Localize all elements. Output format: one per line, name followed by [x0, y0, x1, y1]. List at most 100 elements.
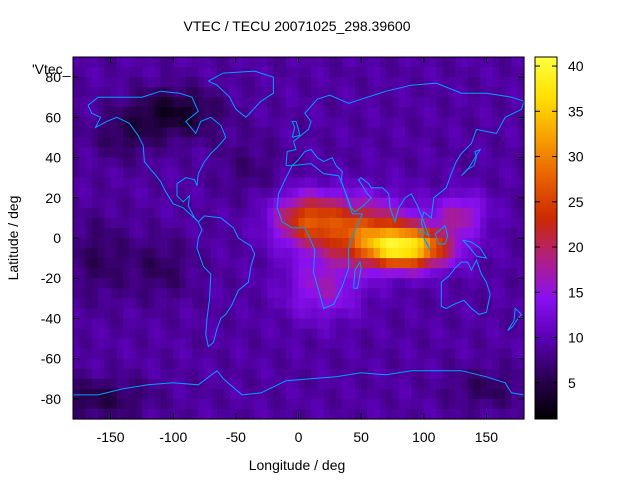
heat-cell	[304, 248, 312, 259]
heat-cell	[217, 187, 224, 199]
heat-cell	[98, 258, 105, 269]
heat-cell	[311, 278, 318, 289]
heat-cell	[304, 308, 312, 320]
heat-cell	[166, 398, 174, 410]
heat-cell	[461, 388, 469, 400]
heat-cell	[486, 217, 494, 229]
heat-cell	[110, 318, 118, 330]
heat-cell	[123, 197, 130, 209]
heat-cell	[304, 87, 312, 98]
heat-cell	[473, 167, 481, 179]
heat-cell	[204, 167, 212, 179]
heat-cell	[123, 187, 130, 199]
heat-cell	[373, 288, 381, 299]
heat-cell	[492, 238, 500, 249]
heat-cell	[217, 117, 224, 128]
heat-cell	[135, 328, 143, 340]
heat-cell	[129, 227, 137, 239]
heat-cell	[229, 408, 237, 420]
heat-cell	[373, 338, 381, 350]
heat-cell	[348, 238, 356, 249]
heat-cell	[192, 137, 199, 149]
heat-cell	[379, 318, 387, 330]
heat-cell	[336, 187, 343, 199]
heat-cell	[98, 368, 105, 380]
heat-cell	[354, 378, 362, 390]
heat-cell	[442, 217, 450, 229]
heat-cell	[123, 248, 130, 259]
heat-cell	[185, 288, 193, 299]
heat-cell	[85, 157, 93, 169]
heat-cell	[298, 398, 306, 410]
heat-cell	[392, 77, 400, 88]
heat-cell	[141, 288, 149, 299]
heat-cell	[91, 288, 99, 299]
heat-cell	[392, 308, 400, 320]
heat-cell	[461, 318, 469, 330]
heat-cell	[110, 137, 118, 149]
heat-cell	[467, 348, 475, 360]
heat-cell	[342, 217, 350, 229]
heat-cell	[135, 77, 143, 88]
heat-cell	[135, 368, 143, 380]
heat-cell	[329, 67, 337, 78]
heat-cell	[480, 328, 488, 340]
heat-cell	[154, 217, 162, 229]
heat-cell	[467, 67, 475, 78]
heat-cell	[423, 368, 431, 380]
heat-cell	[311, 328, 318, 340]
heat-cell	[467, 187, 475, 199]
heat-cell	[361, 97, 368, 108]
heat-cell	[348, 338, 356, 350]
heat-cell	[254, 388, 262, 400]
heat-cell	[166, 227, 174, 239]
heat-cell	[361, 408, 368, 420]
heat-cell	[517, 57, 525, 68]
heat-cell	[173, 157, 181, 169]
heat-cell	[229, 57, 237, 68]
heat-cell	[336, 258, 343, 269]
heat-cell	[198, 398, 206, 410]
heat-cell	[91, 348, 99, 360]
heat-cell	[511, 358, 519, 370]
heat-cell	[242, 127, 249, 139]
heat-cell	[229, 358, 237, 370]
heat-cell	[498, 308, 506, 320]
heat-cell	[304, 207, 312, 219]
heat-cell	[417, 288, 425, 299]
heat-cell	[304, 398, 312, 410]
heat-cell	[386, 248, 394, 259]
heat-cell	[417, 278, 425, 289]
heat-cell	[480, 338, 488, 350]
heat-cell	[298, 227, 306, 239]
heat-cell	[129, 278, 137, 289]
heat-cell	[505, 127, 513, 139]
heat-cell	[411, 137, 419, 149]
heat-cell	[386, 97, 394, 108]
heat-cell	[348, 167, 356, 179]
heat-cell	[448, 217, 456, 229]
heat-cell	[235, 207, 243, 219]
heat-cell	[323, 288, 331, 299]
heat-cell	[229, 97, 237, 108]
heat-cell	[436, 248, 444, 259]
heat-cell	[486, 388, 494, 400]
heat-cell	[298, 408, 306, 420]
heat-cell	[242, 268, 249, 279]
heat-cell	[511, 57, 519, 68]
heat-cell	[192, 278, 199, 289]
heat-cell	[392, 258, 400, 269]
heat-cell	[160, 338, 168, 350]
heat-cell	[492, 77, 500, 88]
heat-cell	[473, 127, 481, 139]
heat-cell	[148, 368, 156, 380]
heat-cell	[279, 187, 287, 199]
heat-cell	[436, 177, 444, 189]
heat-cell	[98, 187, 105, 199]
heat-cell	[511, 388, 519, 400]
heat-cell	[85, 258, 93, 269]
heat-cell	[254, 77, 262, 88]
heat-cell	[317, 77, 325, 88]
heat-cell	[179, 177, 187, 189]
heat-cell	[329, 167, 337, 179]
